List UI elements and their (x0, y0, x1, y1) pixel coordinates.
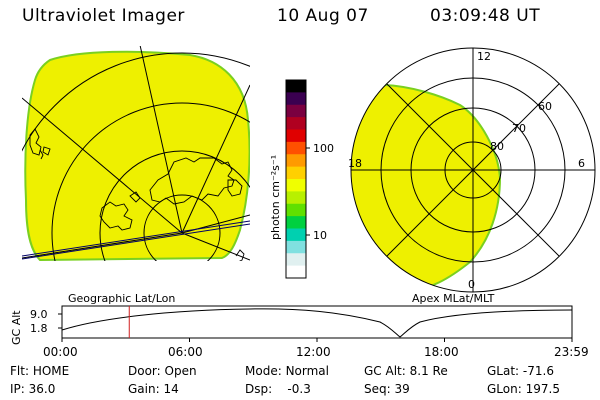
ip-field: IP: 36.0 (10, 382, 55, 396)
glon-field: GLon: 197.5 (487, 382, 560, 396)
colorbar-swatch (286, 104, 306, 118)
colorbar-swatch (286, 80, 306, 93)
colorbar-tick-100: 100 (313, 142, 334, 155)
colorbar-swatch (286, 179, 306, 192)
flt-label: Flt: (10, 364, 29, 378)
colorbar-swatch (286, 191, 306, 205)
flt-field: Flt: HOME (10, 364, 69, 378)
dsp-field: Dsp: -0.3 (245, 382, 311, 396)
time-tick-24: 23:59 (554, 345, 589, 359)
mode-label: Mode: (245, 364, 282, 378)
timeline-y-tick-1-8: 1.8 (30, 322, 48, 335)
colorbar-swatch (286, 240, 306, 254)
colorbar-swatch (286, 92, 306, 106)
mode-field: Mode: Normal (245, 364, 329, 378)
lat-ring-70: 70 (512, 122, 526, 135)
seq-label: Seq: (364, 382, 391, 396)
ip-value: 36.0 (28, 382, 56, 396)
glat-field: GLat: -71.6 (487, 364, 554, 378)
colorbar-tick-10: 10 (313, 229, 327, 242)
orbit-track (22, 220, 250, 260)
coastlines (29, 128, 245, 261)
glat-label: GLat: (487, 364, 520, 378)
geographic-map (22, 46, 250, 261)
gcalt-label: GC Alt: (364, 364, 406, 378)
lat-ring-60: 60 (538, 100, 552, 113)
mlt-tick-12: 12 (477, 50, 491, 63)
mlt-tick-18: 18 (348, 157, 362, 170)
apex-label: Apex MLat/MLT (412, 292, 495, 305)
colorbar-swatch (286, 228, 306, 242)
altitude-timeline: 9.0 1.8 GC Alt (10, 305, 573, 345)
colorbar-unit-label: photon cm⁻²s⁻¹ (269, 155, 282, 240)
door-label: Door: (128, 364, 161, 378)
instrument-title: Ultraviolet Imager (22, 6, 185, 26)
dsp-value: -0.3 (287, 382, 311, 396)
colorbar-swatch (286, 253, 306, 267)
time-tick-0: 00:00 (43, 345, 78, 359)
door-value: Open (164, 364, 197, 378)
time-tick-12: 12:00 (296, 345, 331, 359)
date-label: 10 Aug 07 (277, 6, 369, 26)
mode-value: Normal (285, 364, 329, 378)
gcalt-value: 8.1 Re (409, 364, 448, 378)
apex-polar-map: 12 0 18 6 60 70 80 (348, 47, 596, 293)
timeline-y-label: GC Alt (10, 310, 23, 345)
colorbar-swatch (286, 265, 306, 279)
colorbar-swatch (286, 129, 306, 143)
colorbar-swatch (286, 141, 306, 155)
gain-field: Gain: 14 (128, 382, 179, 396)
dsp-label: Dsp: (245, 382, 273, 396)
seq-value: 39 (394, 382, 410, 396)
seq-field: Seq: 39 (364, 382, 410, 396)
mlt-tick-0: 0 (468, 278, 475, 291)
colorbar-swatch (286, 216, 306, 229)
gain-label: Gain: (128, 382, 160, 396)
flt-value: HOME (32, 364, 70, 378)
uv-image-right (351, 83, 502, 292)
colorbar-swatch (286, 154, 306, 168)
ip-label: IP: (10, 382, 25, 396)
colorbar: 100 10 photon cm⁻²s⁻¹ (269, 79, 334, 279)
door-field: Door: Open (128, 364, 197, 378)
glon-value: 197.5 (525, 382, 560, 396)
time-tick-6: 06:00 (168, 345, 203, 359)
gcalt-field: GC Alt: 8.1 Re (364, 364, 448, 378)
lat-ring-80: 80 (490, 140, 504, 153)
colorbar-swatch (286, 166, 306, 180)
glon-label: GLon: (487, 382, 522, 396)
altitude-curve (61, 308, 573, 338)
colorbar-swatch (286, 203, 306, 217)
geographic-label: Geographic Lat/Lon (68, 292, 175, 305)
glat-value: -71.6 (522, 364, 554, 378)
colorbar-swatch (286, 117, 306, 130)
timeline-y-tick-9: 9.0 (30, 308, 48, 321)
gain-value: 14 (163, 382, 179, 396)
time-tick-18: 18:00 (424, 345, 459, 359)
time-label: 03:09:48 UT (430, 6, 541, 26)
mlt-tick-6: 6 (578, 157, 585, 170)
